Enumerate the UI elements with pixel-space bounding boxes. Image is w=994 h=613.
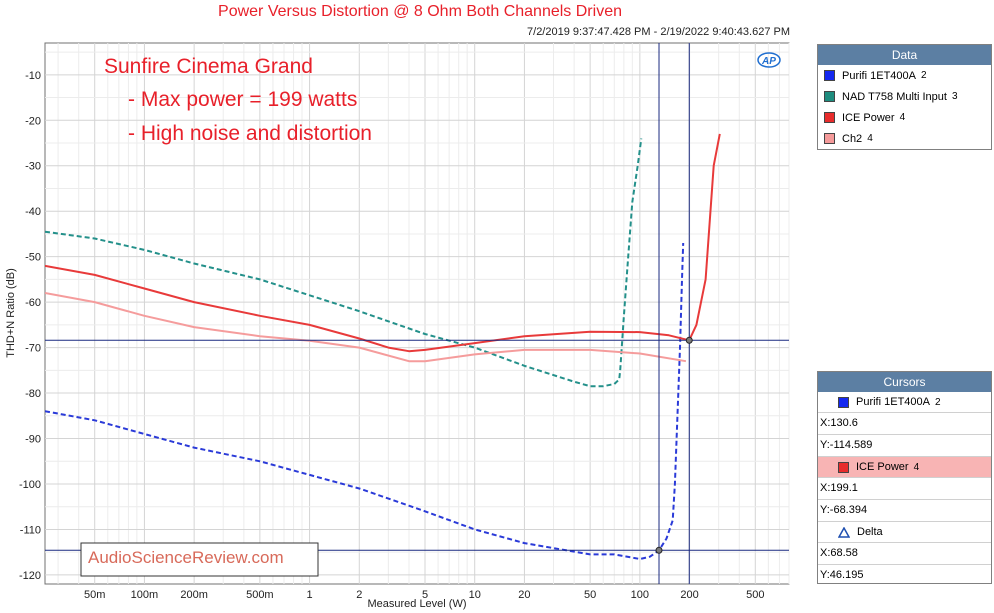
cursor-swatch — [838, 461, 849, 473]
cursor-1-row[interactable]: Purifi 1ET400A 2 — [818, 392, 991, 413]
grid — [45, 43, 790, 584]
delta-label: Delta — [857, 526, 883, 538]
legend-swatch — [824, 70, 835, 81]
y-tick-label: -60 — [25, 297, 41, 309]
cursor-2-x: X:199.1 — [818, 478, 991, 500]
legend-label: ICE Power — [842, 111, 895, 124]
legend-channel: 4 — [899, 112, 906, 123]
legend-item-nad[interactable]: NAD T758 Multi Input 3 — [818, 86, 991, 107]
legend-label: Purifi 1ET400A — [842, 69, 916, 82]
x-tick-label: 100 — [631, 589, 649, 601]
ap-logo-icon: AP — [757, 52, 781, 68]
x-tick-label: 200 — [680, 589, 698, 601]
cursors-panel-header: Cursors — [818, 372, 991, 392]
x-tick-label: 1 — [307, 589, 313, 601]
legend-channel: 2 — [920, 70, 927, 81]
x-tick-label: 50m — [84, 589, 105, 601]
y-tick-label: -80 — [25, 388, 41, 400]
timestamp: 7/2/2019 9:37:47.428 PM - 2/19/2022 9:40… — [527, 26, 790, 38]
x-tick-label: 100m — [131, 589, 159, 601]
data-panel-header: Data — [818, 45, 991, 65]
x-tick-label: 50 — [584, 589, 596, 601]
legend-label: NAD T758 Multi Input — [842, 90, 947, 103]
legend-swatch — [824, 91, 835, 102]
cursor-2-channel: 4 — [913, 461, 920, 473]
y-tick-label: -70 — [25, 343, 41, 355]
cursor-1-y: Y:-114.589 — [818, 435, 991, 457]
delta-icon — [838, 526, 850, 538]
legend-item-ch2[interactable]: Ch2 4 — [818, 128, 991, 149]
ap-logo-text: AP — [761, 56, 776, 67]
cursor-1-channel: 2 — [934, 396, 941, 408]
y-tick-label: -50 — [25, 252, 41, 264]
y-tick-label: -120 — [19, 570, 41, 582]
x-tick-label: 500m — [246, 589, 274, 601]
watermark-text: AudioScienceReview.com — [88, 548, 284, 567]
annotation-line-3: - High noise and distortion — [128, 122, 372, 145]
cursors-panel: Cursors Purifi 1ET400A 2 X:130.6 Y:-114.… — [817, 371, 992, 584]
legend-swatch — [824, 133, 835, 144]
cursor-2-row[interactable]: ICE Power 4 — [818, 457, 991, 478]
x-tick-label: 10 — [469, 589, 481, 601]
legend-label: Ch2 — [842, 132, 863, 145]
legend-item-purifi[interactable]: Purifi 1ET400A 2 — [818, 65, 991, 86]
chart-title: Power Versus Distortion @ 8 Ohm Both Cha… — [218, 3, 622, 20]
legend-channel: 4 — [867, 133, 873, 144]
cursor-marker[interactable] — [685, 336, 693, 344]
series-line — [45, 133, 721, 353]
y-tick-label: -40 — [25, 206, 41, 218]
legend-swatch — [824, 112, 835, 123]
delta-y: Y:46.195 — [820, 569, 864, 581]
cursor-1-x: X:130.6 — [818, 413, 991, 435]
cursor-2-y: Y:-68.394 — [818, 500, 991, 522]
delta-row[interactable]: Delta — [818, 522, 991, 543]
series-line — [45, 292, 687, 363]
y-tick-label: -30 — [25, 161, 41, 173]
cursor-marker[interactable] — [655, 546, 663, 554]
delta-x: X:68.58 — [818, 543, 991, 565]
cursor-1-label: Purifi 1ET400A — [856, 396, 930, 408]
annotation-line-2: - Max power = 199 watts — [128, 88, 357, 111]
x-tick-label: 20 — [518, 589, 530, 601]
cursor-swatch — [838, 396, 849, 408]
y-tick-label: -90 — [25, 434, 41, 446]
series-line — [45, 242, 685, 560]
y-axis-label: THD+N Ratio (dB) — [5, 268, 17, 358]
data-panel: Data Purifi 1ET400A 2 NAD T758 Multi Inp… — [817, 44, 992, 150]
x-axis-label: Measured Level (W) — [367, 598, 466, 610]
y-tick-label: -100 — [19, 479, 41, 491]
y-tick-label: -10 — [25, 70, 41, 82]
watermark-box — [80, 542, 319, 577]
legend-channel: 3 — [951, 91, 958, 102]
y-tick-label: -20 — [25, 115, 41, 127]
series-lines — [45, 133, 721, 560]
axis-ticks: 50m 100m 200m 500m 1 2 5 10 20 50 100 200 500 -10 -20 -… — [19, 70, 765, 601]
x-tick-label: 200m — [180, 589, 208, 601]
x-tick-label: 2 — [356, 589, 362, 601]
x-tick-label: 500 — [746, 589, 764, 601]
y-tick-label: -110 — [20, 524, 41, 536]
legend-item-ice-power[interactable]: ICE Power 4 — [818, 107, 991, 128]
x-tick-label: 5 — [422, 589, 428, 601]
cursor-2-label: ICE Power — [856, 461, 909, 473]
annotation-line-1: Sunfire Cinema Grand — [104, 55, 313, 78]
plot-area — [44, 42, 790, 585]
